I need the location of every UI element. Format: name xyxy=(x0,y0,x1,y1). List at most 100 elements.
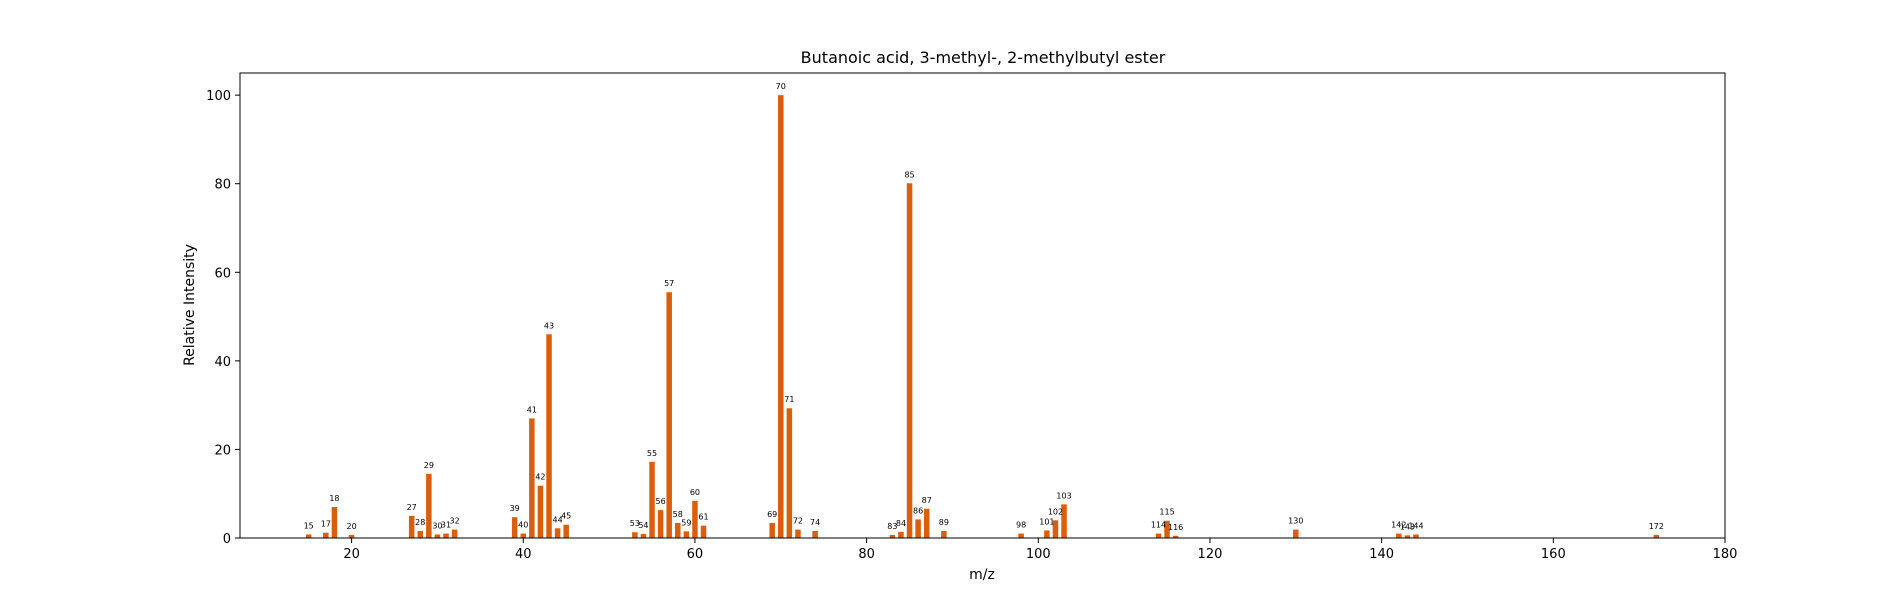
bar-label-mz-61: 61 xyxy=(698,513,708,522)
bar-label-mz-15: 15 xyxy=(304,521,314,530)
bar-mz-87 xyxy=(923,508,930,538)
bar-mz-172 xyxy=(1653,534,1660,538)
y-tick-label-40: 40 xyxy=(214,355,231,370)
bar-label-mz-18: 18 xyxy=(329,494,339,503)
bar-label-mz-74: 74 xyxy=(810,518,820,527)
bar-label-mz-29: 29 xyxy=(424,461,434,470)
bar-mz-44 xyxy=(554,528,561,538)
bar-mz-98 xyxy=(1018,533,1024,538)
bar-label-mz-28: 28 xyxy=(415,518,425,527)
bar-label-mz-20: 20 xyxy=(346,522,356,531)
bar-mz-102 xyxy=(1052,520,1059,538)
bar-label-mz-60: 60 xyxy=(690,488,700,497)
bar-label-mz-83: 83 xyxy=(887,522,897,531)
x-tick-label-120: 120 xyxy=(1198,547,1223,562)
bar-mz-55 xyxy=(649,461,655,538)
bar-mz-142 xyxy=(1396,533,1402,538)
bar-label-mz-31: 31 xyxy=(441,521,451,530)
bar-label-mz-42: 42 xyxy=(535,473,545,482)
bar-label-mz-98: 98 xyxy=(1016,521,1026,530)
y-tick-label-0: 0 xyxy=(223,532,231,547)
y-tick-label-20: 20 xyxy=(214,443,231,458)
bar-mz-27 xyxy=(408,515,415,538)
bar-mz-39 xyxy=(511,517,518,538)
x-tick-label-60: 60 xyxy=(687,547,704,562)
x-tick-label-40: 40 xyxy=(515,547,532,562)
bar-label-mz-39: 39 xyxy=(510,504,520,513)
bar-mz-83 xyxy=(889,534,896,538)
x-tick-label-20: 20 xyxy=(343,547,360,562)
bar-mz-20 xyxy=(348,534,355,538)
bar-label-mz-70: 70 xyxy=(776,82,786,91)
bar-mz-43 xyxy=(546,334,552,538)
bar-mz-60 xyxy=(692,500,698,538)
bar-label-mz-142: 142 xyxy=(1391,521,1406,530)
bar-label-mz-144: 144 xyxy=(1408,521,1423,530)
bar-mz-45 xyxy=(563,524,569,538)
bar-label-mz-58: 58 xyxy=(673,510,683,519)
bars-layer xyxy=(305,95,1660,539)
bar-label-mz-102: 102 xyxy=(1048,507,1063,516)
bar-label-mz-69: 69 xyxy=(767,510,777,519)
bar-mz-53 xyxy=(632,532,638,538)
bar-mz-54 xyxy=(640,534,647,538)
bar-label-mz-30: 30 xyxy=(432,521,442,530)
bar-label-mz-71: 71 xyxy=(784,395,794,404)
bar-label-mz-27: 27 xyxy=(407,503,417,512)
bar-mz-42 xyxy=(537,485,544,538)
bar-mz-17 xyxy=(323,532,329,538)
bar-mz-18 xyxy=(331,507,338,538)
bar-label-mz-17: 17 xyxy=(321,520,331,529)
x-tick-label-160: 160 xyxy=(1541,547,1566,562)
y-tick-label-60: 60 xyxy=(214,266,231,281)
bar-label-mz-32: 32 xyxy=(450,517,460,526)
bar-label-mz-143: 143 xyxy=(1400,522,1415,531)
y-axis: 0 20 40 60 80 100 xyxy=(206,89,240,547)
bar-label-mz-115: 115 xyxy=(1159,508,1174,517)
bar-mz-84 xyxy=(898,531,904,538)
bar-mz-85 xyxy=(906,183,913,538)
bar-label-mz-57: 57 xyxy=(664,279,674,288)
bar-mz-143 xyxy=(1404,535,1411,538)
bar-mz-74 xyxy=(812,530,818,538)
y-tick-label-80: 80 xyxy=(214,178,231,193)
bar-mz-130 xyxy=(1293,529,1299,538)
x-tick-label-140: 140 xyxy=(1369,547,1394,562)
bar-mz-71 xyxy=(786,408,793,538)
bar-mz-61 xyxy=(700,525,707,538)
bar-mz-31 xyxy=(443,533,449,538)
bar-label-mz-59: 59 xyxy=(681,518,691,527)
plot-frame xyxy=(239,72,1726,539)
bar-mz-28 xyxy=(417,530,424,538)
bar-mz-41 xyxy=(529,418,535,538)
x-tick-label-80: 80 xyxy=(858,547,875,562)
bar-label-mz-87: 87 xyxy=(922,496,932,505)
x-tick-label-100: 100 xyxy=(1026,547,1051,562)
bar-label-mz-101: 101 xyxy=(1039,517,1054,526)
bar-label-mz-84: 84 xyxy=(896,519,906,528)
bar-label-mz-43: 43 xyxy=(544,321,554,330)
x-axis-label: m/z xyxy=(969,567,995,583)
bar-mz-32 xyxy=(451,529,458,538)
y-axis-label: Relative Intensity xyxy=(182,244,198,366)
bar-label-mz-116: 116 xyxy=(1168,523,1183,532)
bar-label-mz-86: 86 xyxy=(913,506,923,515)
bar-label-mz-56: 56 xyxy=(656,497,666,506)
y-tick-label-100: 100 xyxy=(206,89,231,104)
bar-mz-86 xyxy=(915,519,921,538)
bar-mz-115 xyxy=(1164,520,1170,538)
bar-label-mz-72: 72 xyxy=(793,517,803,526)
bar-label-mz-130: 130 xyxy=(1288,517,1303,526)
bar-mz-114 xyxy=(1155,533,1162,538)
x-axis: 20 40 60 80 100 120 140 160 180 xyxy=(343,538,1737,562)
chart-title: Butanoic acid, 3-methyl-, 2-methylbutyl … xyxy=(801,48,1166,67)
bar-label-mz-89: 89 xyxy=(939,518,949,527)
bar-label-mz-114: 114 xyxy=(1151,521,1166,530)
bar-label-mz-44: 44 xyxy=(553,515,563,524)
bar-mz-144 xyxy=(1413,534,1419,538)
bar-mz-58 xyxy=(675,522,681,538)
bar-mz-56 xyxy=(657,510,664,538)
bar-mz-101 xyxy=(1044,530,1050,538)
